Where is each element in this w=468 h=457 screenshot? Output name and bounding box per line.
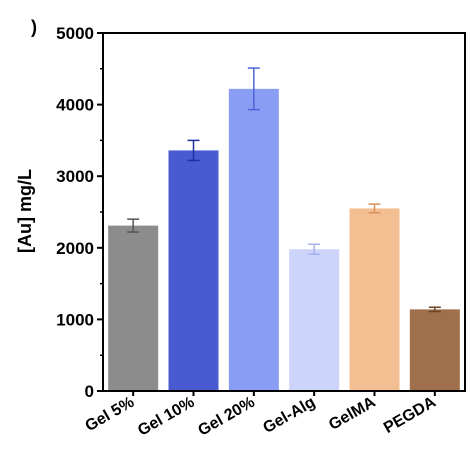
y-tick-label-5: 4000 (56, 96, 94, 115)
bar-4 (289, 249, 340, 391)
y-axis-title: [Au] mg/L (15, 169, 35, 253)
bar-1 (108, 225, 159, 391)
x-tick-label-5: GelMA (326, 394, 379, 434)
y-tick-label-4: 3000 (56, 167, 94, 186)
x-tick-label-6: PEGDA (381, 394, 439, 437)
plot-area: Gel 5%Gel 10%Gel 20% Gel-Alg GelMA PEGDA010… (56, 24, 466, 440)
bar-2 (168, 150, 219, 391)
y-tick-label-1: 0 (85, 382, 94, 401)
x-tick-label-2: Gel 10% (135, 394, 197, 440)
bar-6 (409, 309, 460, 391)
panel-mark: ) (31, 17, 37, 37)
bar-3 (228, 88, 279, 392)
y-tick-label-6: 5000 (56, 24, 94, 43)
x-tick-label-4: Gel-Alg (260, 394, 318, 437)
x-tick-label-3: Gel 20% (195, 394, 257, 440)
y-tick-label-3: 2000 (56, 239, 94, 258)
y-tick-label-2: 1000 (56, 310, 94, 329)
bar-5 (349, 208, 400, 391)
